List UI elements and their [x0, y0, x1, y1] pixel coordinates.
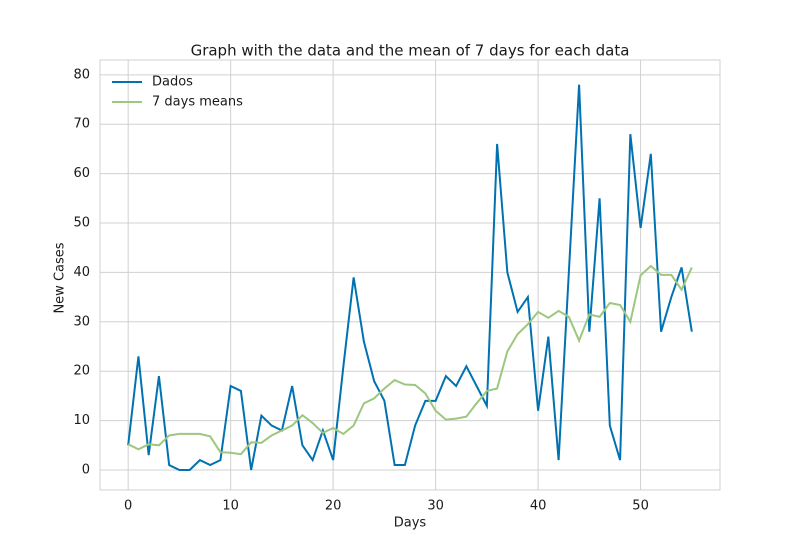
x-tick-label: 20: [325, 499, 342, 514]
legend-label: 7 days means: [152, 95, 243, 110]
y-tick-label: 0: [82, 462, 90, 477]
y-tick-label: 40: [73, 265, 90, 280]
y-tick-label: 10: [73, 413, 90, 428]
data-line: [127, 264, 693, 456]
x-tick-label: 50: [632, 499, 649, 514]
y-tick-label: 20: [73, 364, 90, 379]
y-tick-label: 30: [73, 314, 90, 329]
x-tick-label: 40: [530, 499, 547, 514]
y-tick-label: 60: [73, 166, 90, 181]
data-line: [127, 84, 693, 471]
y-tick-label: 50: [73, 216, 90, 231]
x-axis-label: Days: [394, 516, 427, 531]
legend-label: Dados: [152, 75, 193, 90]
x-tick-label: 30: [427, 499, 444, 514]
y-tick-label: 80: [73, 67, 90, 82]
x-tick-label: 10: [222, 499, 239, 514]
x-tick-label: 0: [124, 499, 132, 514]
y-tick-label: 70: [73, 117, 90, 132]
y-axis-label: New Cases: [53, 242, 68, 313]
plot-frame: [99, 59, 721, 491]
chart-title: Graph with the data and the mean of 7 da…: [191, 42, 630, 60]
